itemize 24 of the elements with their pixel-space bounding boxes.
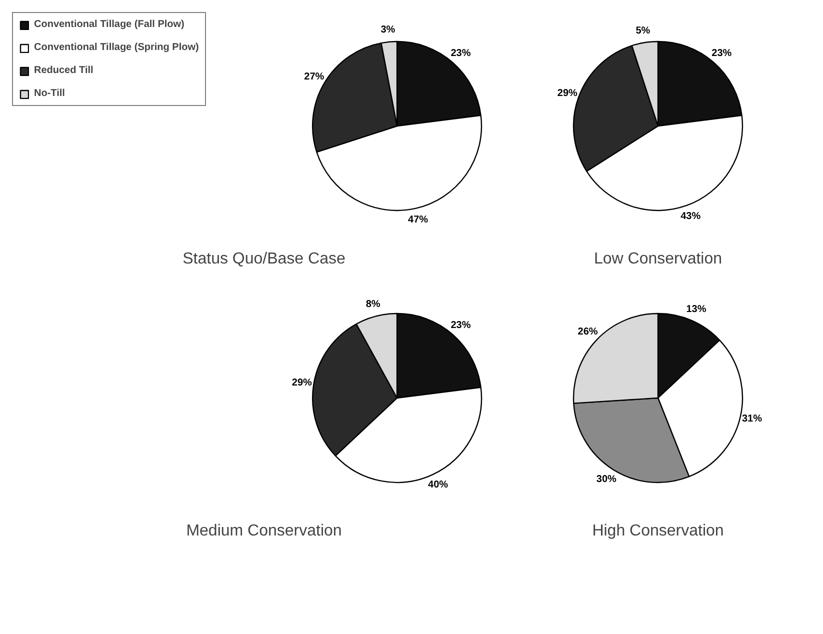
data-label: 29% (292, 377, 312, 388)
legend-label: No-Till (34, 88, 65, 99)
legend-label: Conventional Tillage (Fall Plow) (34, 19, 184, 30)
text: Medium Conservation (186, 522, 342, 540)
data-label: 8% (366, 299, 380, 310)
data-label: 40% (428, 480, 448, 491)
data-label: 23% (450, 320, 471, 332)
legend-label: Reduced Till (34, 65, 94, 76)
legend-label: Conventional Tillage (Spring Plow) (34, 42, 199, 53)
data-label: 43% (680, 211, 701, 222)
data-label: 3% (380, 24, 396, 36)
data-label: 23% (450, 48, 471, 60)
data-label: 47% (408, 214, 428, 226)
text: Low Conservation (594, 250, 722, 268)
text: Status Quo/Base Case (182, 250, 346, 268)
data-label: 29% (557, 88, 578, 99)
data-label: 30% (596, 474, 617, 485)
data-label: 5% (636, 25, 650, 36)
data-label: 27% (304, 71, 324, 82)
data-label: 23% (712, 48, 732, 60)
data-label: 31% (742, 414, 762, 425)
data-label: 26% (578, 326, 598, 338)
text: High Conservation (592, 522, 724, 540)
data-label: 13% (686, 304, 706, 316)
